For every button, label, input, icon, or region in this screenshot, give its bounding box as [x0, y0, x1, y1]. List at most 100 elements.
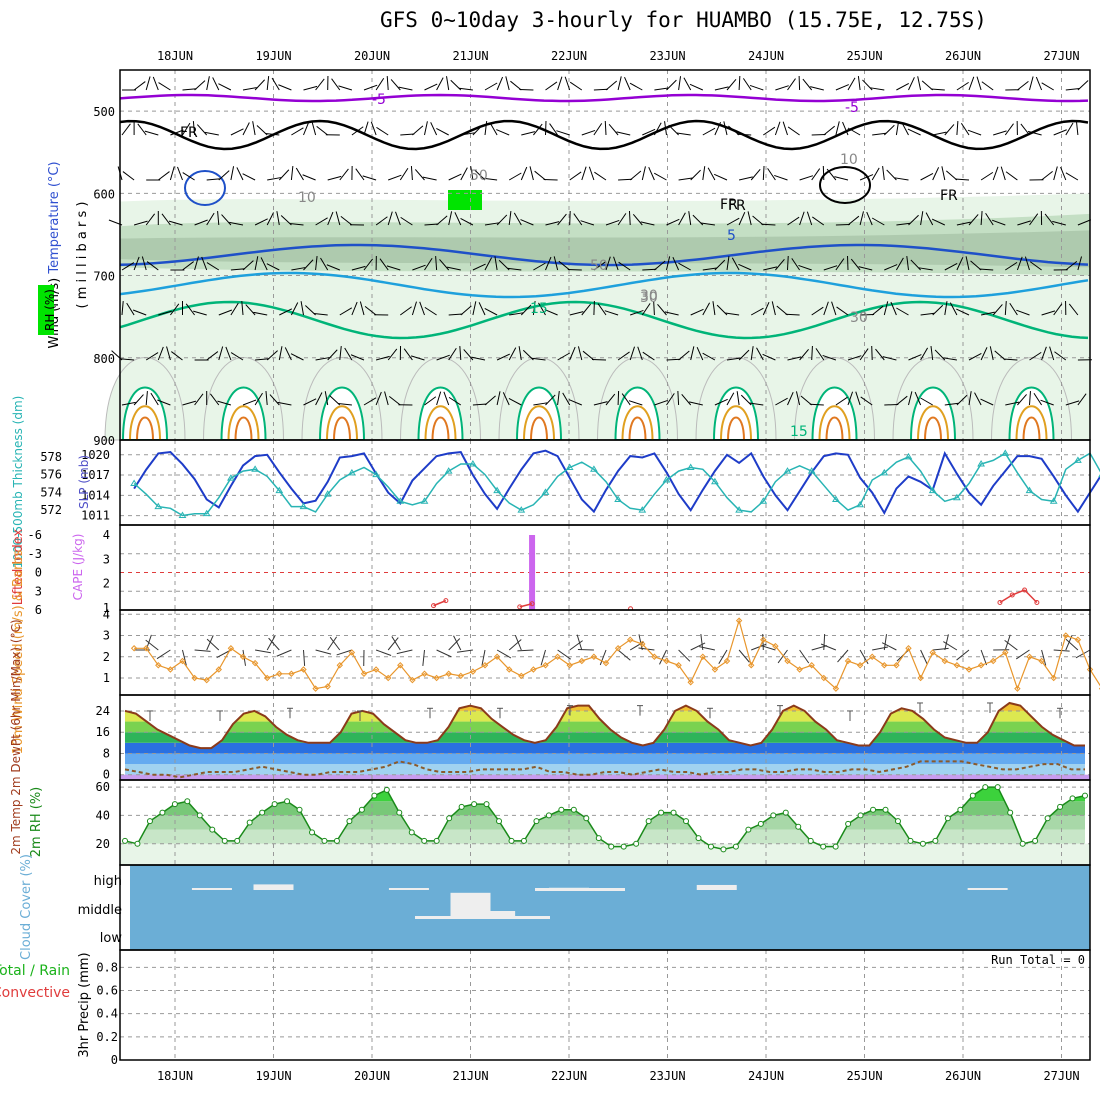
wind-barb: [320, 257, 329, 271]
cloud-bar-high: [388, 888, 429, 890]
wind-barb: [747, 211, 752, 226]
wind-barb: [930, 346, 934, 361]
li-ylabel: Lifted Index: [11, 528, 26, 605]
precip-legend-convective: Convective: [0, 985, 70, 1001]
wind-barb: [302, 174, 316, 181]
ytick-wind: 1: [103, 671, 110, 685]
contour-label: 5: [727, 228, 736, 244]
rh-point: [670, 809, 677, 816]
wind-barb: [206, 351, 219, 361]
wind-speed-point: [941, 657, 949, 665]
run-total: Run Total = 0: [991, 953, 1085, 967]
wind-barb-10m: [944, 634, 949, 651]
wind-barb: [206, 212, 215, 226]
rh-point: [408, 829, 415, 836]
wind-barb-10m: [396, 649, 413, 655]
wind-barb: [944, 262, 958, 271]
wind-barb: [835, 258, 845, 271]
wind-barb: [169, 166, 175, 181]
temp-ylabel: 2m Temp 2m DewPt (6hr Min/Max) (°C): [9, 619, 23, 854]
wind-barb: [122, 171, 135, 181]
temp-25-lobe: [136, 416, 154, 441]
wind-barb: [976, 76, 982, 91]
wind-barb: [327, 211, 334, 226]
wind-barb: [896, 222, 911, 226]
wind-barb: [472, 301, 477, 316]
wind-barb: [315, 78, 325, 91]
wind-barb: [712, 301, 716, 316]
wind-barb: [859, 174, 874, 181]
wind-barb: [289, 223, 304, 226]
wind-barb: [364, 305, 377, 316]
wind-barb: [266, 350, 278, 361]
temp-band: [125, 721, 1085, 733]
wind-barb: [508, 172, 522, 181]
wind-barb: [386, 265, 401, 271]
wind-barb: [193, 310, 207, 316]
wind-barb: [335, 211, 341, 226]
wind-barb-10m: [980, 649, 988, 666]
rh-point: [683, 818, 690, 825]
wind-speed-line: [134, 618, 1100, 691]
rh-point: [658, 809, 665, 816]
wind-barb: [509, 312, 524, 316]
wind-barb: [714, 122, 722, 136]
wind-barb-10m: [255, 649, 271, 654]
wind-barb: [489, 122, 498, 136]
wind-barb-10m: [276, 649, 292, 657]
ytick-temp: 8: [103, 746, 110, 760]
wind-barb: [932, 131, 947, 136]
rh-point: [533, 818, 540, 825]
wind-speed-point: [324, 683, 331, 690]
wind-barb: [871, 217, 885, 226]
ytick-li: -6: [28, 528, 42, 542]
wind-barb: [855, 391, 861, 406]
thickness-point: [1001, 449, 1010, 456]
wind-barb: [666, 393, 675, 406]
thickness-point: [154, 502, 163, 510]
wind-barb-10m: [387, 637, 399, 651]
ytick-thickness: 574: [40, 485, 62, 499]
thickness-point: [323, 490, 332, 497]
wind-speed-point: [893, 662, 900, 669]
wind-barb: [826, 168, 837, 181]
li-ylabel-text: Lifted Index: [11, 528, 26, 605]
wind-barb: [242, 260, 254, 271]
wind-barb: [700, 222, 715, 226]
temp-20-lobe: [621, 405, 654, 441]
wind-barb: [562, 392, 571, 406]
temp-20-lobe: [227, 405, 260, 441]
wind-barb: [581, 166, 587, 181]
ytick-rh: 40: [96, 808, 110, 822]
wind-barb: [278, 346, 283, 361]
wind-barb: [146, 261, 159, 271]
rh-ylabel: RH (%): [43, 289, 57, 331]
wind-barb: [847, 391, 854, 406]
wind-barb: [628, 400, 643, 406]
rh-point: [134, 840, 141, 847]
ytick-slp: 1017: [81, 468, 110, 482]
rh-point: [433, 837, 440, 844]
temp-20-lobe: [720, 405, 752, 441]
wind-speed-point: [1002, 649, 1009, 656]
wind-barb: [992, 304, 1003, 316]
wind-speed-point: [905, 645, 912, 652]
wind-barb: [956, 257, 964, 271]
wind-barb: [157, 399, 171, 406]
wind-barb: [994, 350, 1006, 361]
wind-barb: [970, 260, 982, 271]
wind-barb: [1017, 394, 1027, 406]
wind-speed-point: [675, 662, 682, 669]
wind-barb: [230, 128, 244, 136]
wind-barb: [363, 397, 377, 406]
ytick-cloud: high: [94, 874, 122, 889]
wind-barb: [956, 308, 970, 316]
wind-barb: [254, 392, 263, 406]
wind-barb: [496, 214, 508, 226]
wind-barb: [1044, 213, 1055, 226]
wind-barb: [968, 214, 979, 226]
wind-barb: [400, 306, 412, 316]
temp-15-lobe: [811, 386, 858, 441]
wind-barb: [1029, 351, 1042, 361]
wind-barb: [798, 264, 812, 271]
